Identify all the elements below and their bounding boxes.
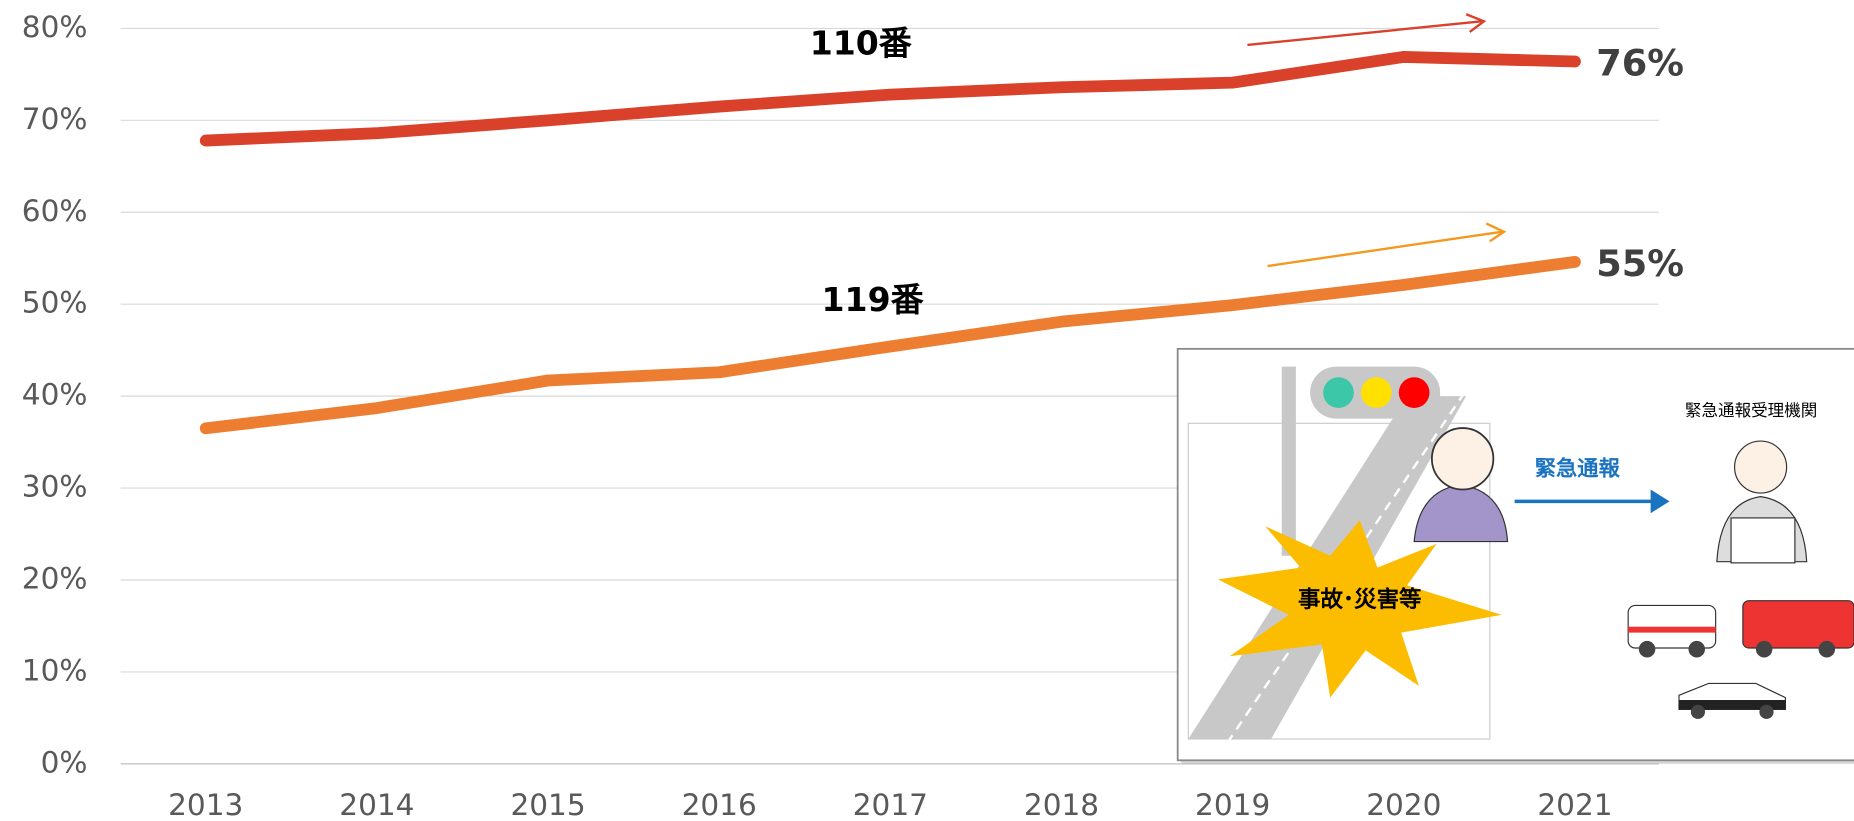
y-tick-label: 70% xyxy=(22,102,88,136)
x-tick-label: 2015 xyxy=(510,788,585,821)
trend-arrow xyxy=(1247,21,1481,45)
trend-arrow xyxy=(1268,232,1502,266)
x-tick-label: 2016 xyxy=(682,788,757,821)
x-tick-label: 2019 xyxy=(1195,788,1270,821)
signal-pole xyxy=(1282,367,1296,556)
x-tick-label: 2017 xyxy=(853,788,928,821)
fire-engine xyxy=(1743,601,1854,648)
x-tick-label: 2018 xyxy=(1024,788,1099,821)
illustration: 事故･災害等 緊急通報 緊急通報受理機関 xyxy=(1178,349,1854,764)
y-tick-label: 10% xyxy=(22,653,88,687)
y-tick-label: 80% xyxy=(22,10,88,44)
y-tick-label: 40% xyxy=(22,378,88,412)
end-label: 76% xyxy=(1596,42,1684,85)
y-tick-label: 0% xyxy=(41,745,88,779)
series-name: 119番 xyxy=(822,280,925,319)
call-label: 緊急通報 xyxy=(1535,455,1621,481)
y-tick-label: 20% xyxy=(22,561,88,595)
series-name: 110番 xyxy=(810,23,913,62)
operator xyxy=(1735,441,1787,493)
x-tick-label: 2013 xyxy=(168,788,243,821)
x-tick-label: 2014 xyxy=(339,788,414,821)
y-tick-label: 50% xyxy=(22,286,88,320)
agency-label: 緊急通報受理機関 xyxy=(1685,401,1817,420)
x-tick-label: 2020 xyxy=(1366,788,1441,821)
chart: 0% 10% 20% 30% 40% 50% 60% 70% 80% 2013 2014 2015 20… xyxy=(0,0,1854,821)
y-tick-label: 30% xyxy=(22,470,88,504)
incident-label: 事故･災害等 xyxy=(1298,586,1422,613)
end-label: 55% xyxy=(1596,242,1684,285)
series-line xyxy=(206,57,1575,141)
x-tick-label: 2021 xyxy=(1537,788,1612,821)
y-tick-label: 60% xyxy=(22,194,88,228)
